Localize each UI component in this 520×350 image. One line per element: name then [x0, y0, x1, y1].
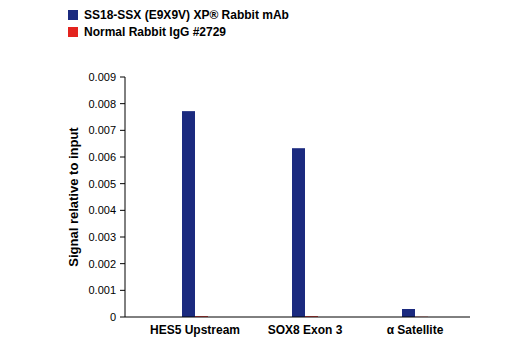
y-tick-label: 0.002	[88, 258, 116, 270]
chart-container: 0 0.001 0.002 0.003 0.004 0.005 0.006 0.007 0.00…	[0, 0, 520, 350]
chart-svg: 0 0.001 0.002 0.003 0.004 0.005 0.006 0.007 0.00…	[0, 0, 520, 350]
y-tick-label: 0.005	[88, 178, 116, 190]
legend-label: Normal Rabbit IgG #2729	[84, 25, 226, 39]
x-axis	[125, 317, 470, 318]
y-tick	[120, 157, 125, 158]
y-tick-label: 0.004	[88, 204, 116, 216]
y-tick	[120, 290, 125, 291]
y-tick	[120, 77, 125, 78]
y-axis	[125, 77, 126, 317]
bar	[402, 309, 415, 317]
y-tick-label: 0.008	[88, 98, 116, 110]
x-tick-label: α Satellite	[387, 323, 444, 337]
y-tick	[120, 210, 125, 211]
y-tick-label: 0.006	[88, 151, 116, 163]
legend-swatch	[68, 27, 78, 37]
y-tick-label: 0.009	[88, 71, 116, 83]
y-tick-label: 0.001	[88, 284, 116, 296]
y-tick	[120, 263, 125, 264]
y-tick	[120, 237, 125, 238]
legend-swatch	[68, 10, 78, 20]
y-tick-label: 0.003	[88, 231, 116, 243]
y-tick	[120, 130, 125, 131]
bars	[182, 111, 428, 317]
x-tick-label: SOX8 Exon 3	[268, 323, 343, 337]
y-tick	[120, 183, 125, 184]
bar	[182, 111, 195, 317]
y-tick	[120, 103, 125, 104]
x-tick-label: HES5 Upstream	[150, 323, 240, 337]
y-tick-label: 0.007	[88, 124, 116, 136]
legend-label: SS18-SSX (E9X9V) XP® Rabbit mAb	[84, 8, 289, 22]
y-axis-label: Signal relative to input	[66, 127, 81, 267]
y-tick-label: 0	[110, 311, 116, 323]
y-tick	[120, 317, 125, 318]
bar	[292, 148, 305, 317]
